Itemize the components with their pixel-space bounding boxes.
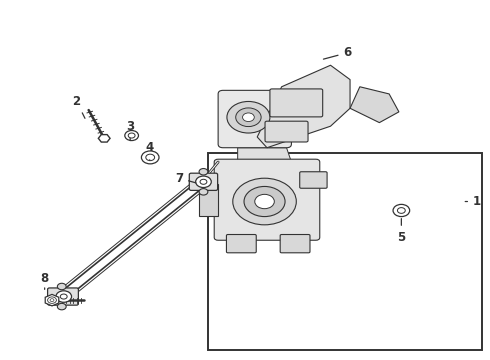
Circle shape xyxy=(48,297,56,303)
FancyBboxPatch shape xyxy=(214,159,320,240)
Polygon shape xyxy=(238,148,292,162)
Circle shape xyxy=(393,204,410,217)
Circle shape xyxy=(125,131,139,140)
Text: 7: 7 xyxy=(175,172,196,185)
FancyBboxPatch shape xyxy=(280,234,310,253)
Circle shape xyxy=(199,168,208,175)
Circle shape xyxy=(244,186,285,217)
Circle shape xyxy=(227,102,270,133)
Circle shape xyxy=(233,178,296,225)
Text: 5: 5 xyxy=(397,219,406,244)
Circle shape xyxy=(128,133,135,138)
FancyBboxPatch shape xyxy=(280,107,303,128)
Circle shape xyxy=(236,108,261,127)
Circle shape xyxy=(196,176,211,188)
Circle shape xyxy=(56,291,72,302)
Polygon shape xyxy=(257,65,350,148)
FancyBboxPatch shape xyxy=(48,288,78,305)
Circle shape xyxy=(146,154,155,161)
Circle shape xyxy=(200,179,207,184)
Circle shape xyxy=(60,294,67,299)
Text: 6: 6 xyxy=(323,46,352,59)
Polygon shape xyxy=(350,87,399,123)
Circle shape xyxy=(57,303,66,310)
Text: 2: 2 xyxy=(73,95,85,118)
Circle shape xyxy=(397,208,405,213)
Circle shape xyxy=(243,113,254,122)
Circle shape xyxy=(50,299,54,302)
FancyBboxPatch shape xyxy=(189,173,218,190)
Bar xyxy=(208,153,482,350)
FancyBboxPatch shape xyxy=(270,89,323,117)
Text: 1: 1 xyxy=(465,195,481,208)
Circle shape xyxy=(57,283,66,290)
FancyBboxPatch shape xyxy=(300,172,327,188)
Circle shape xyxy=(142,151,159,164)
Circle shape xyxy=(255,194,274,209)
FancyBboxPatch shape xyxy=(226,234,256,253)
FancyBboxPatch shape xyxy=(265,121,308,142)
Bar xyxy=(198,184,218,216)
Text: 4: 4 xyxy=(146,141,154,160)
Circle shape xyxy=(199,189,208,195)
Text: 8: 8 xyxy=(41,272,49,289)
Text: 3: 3 xyxy=(126,120,134,140)
FancyBboxPatch shape xyxy=(218,90,292,148)
